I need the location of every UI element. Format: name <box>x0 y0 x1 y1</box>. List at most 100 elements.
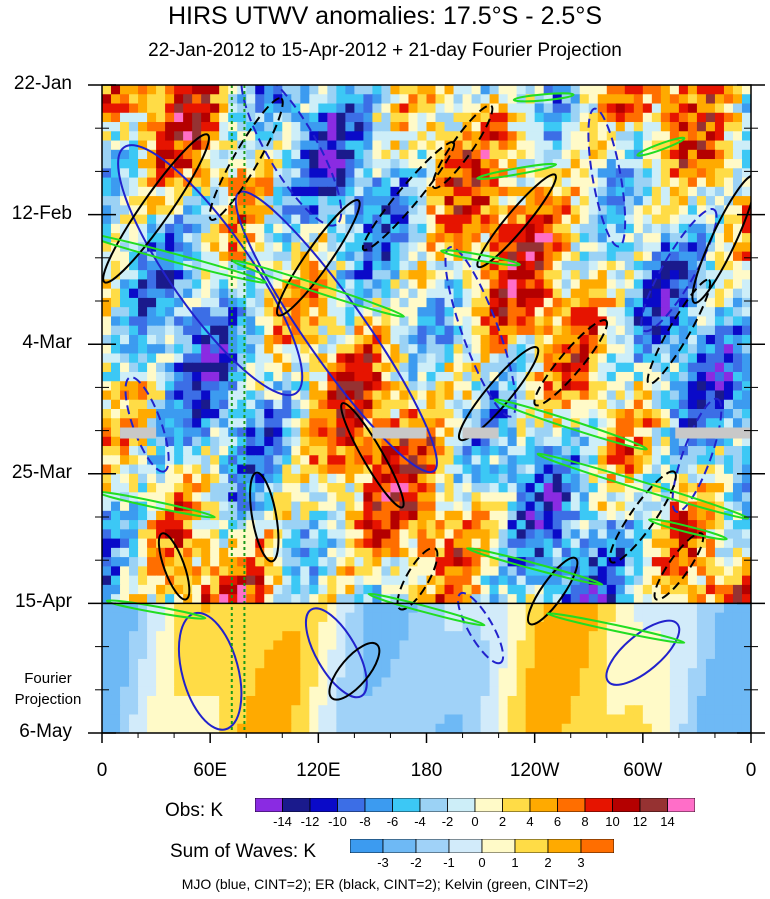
heatmap-cell <box>435 307 446 318</box>
heatmap-cell <box>102 464 112 475</box>
heatmap-cell <box>660 334 671 345</box>
heatmap-cell <box>174 381 184 392</box>
projection-cell <box>237 621 247 632</box>
heatmap-cell <box>174 131 184 142</box>
heatmap-cell <box>507 112 518 123</box>
projection-cell <box>336 649 346 660</box>
projection-cell <box>552 677 563 688</box>
heatmap-cell <box>255 297 265 308</box>
heatmap-cell <box>426 122 437 132</box>
heatmap-cell <box>669 483 680 493</box>
heatmap-cell <box>588 251 599 262</box>
heatmap-cell <box>444 566 455 577</box>
heatmap-cell <box>633 520 644 530</box>
heatmap-cell <box>633 446 644 456</box>
heatmap-cell <box>363 566 374 577</box>
projection-cell <box>561 640 572 651</box>
projection-cell <box>642 677 653 688</box>
projection-cell <box>732 612 743 623</box>
heatmap-cell <box>426 510 437 521</box>
heatmap-cell <box>390 381 401 392</box>
heatmap-cell <box>741 186 751 197</box>
heatmap-cell <box>345 279 355 290</box>
heatmap-cell <box>318 260 328 271</box>
heatmap-cell <box>489 85 500 95</box>
projection-cell <box>363 714 374 725</box>
projection-cell <box>390 705 401 716</box>
heatmap-cell <box>660 566 671 577</box>
heatmap-cell <box>399 149 410 160</box>
heatmap-cell <box>273 334 283 345</box>
heatmap-cell <box>246 557 256 567</box>
heatmap-cell <box>282 223 292 234</box>
heatmap-cell <box>291 520 301 530</box>
heatmap-cell <box>489 510 500 521</box>
heatmap-cell <box>417 529 428 540</box>
heatmap-cell <box>273 390 283 401</box>
heatmap-cell <box>120 334 130 345</box>
heatmap-cell <box>138 140 148 151</box>
heatmap-cell <box>174 325 184 336</box>
heatmap-cell <box>561 214 572 225</box>
heatmap-cell <box>417 547 428 558</box>
heatmap-cell <box>291 316 301 327</box>
heatmap-cell <box>309 390 319 401</box>
projection-cell <box>372 695 383 706</box>
heatmap-cell <box>291 288 301 299</box>
heatmap-cell <box>408 362 419 373</box>
heatmap-cell <box>228 223 238 234</box>
heatmap-cell <box>732 473 743 484</box>
heatmap-cell <box>372 159 383 169</box>
heatmap-cell <box>660 177 671 188</box>
heatmap-cell <box>516 520 527 530</box>
projection-cell <box>714 603 725 614</box>
projection-cell <box>534 705 545 716</box>
heatmap-cell <box>273 122 283 132</box>
heatmap-cell <box>381 103 392 114</box>
projection-cell <box>327 631 337 642</box>
heatmap-cell <box>120 279 130 290</box>
heatmap-cell <box>111 140 121 151</box>
heatmap-cell <box>714 334 725 345</box>
projection-cell <box>156 686 166 697</box>
heatmap-cell <box>417 94 428 105</box>
projection-cell <box>507 686 518 697</box>
heatmap-cell <box>579 297 590 308</box>
heatmap-cell <box>498 205 509 216</box>
heatmap-cell <box>147 131 157 142</box>
heatmap-cell <box>111 297 121 308</box>
heatmap-cell <box>408 353 419 364</box>
heatmap-cell <box>309 594 319 604</box>
heatmap-cell <box>237 214 247 225</box>
heatmap-cell <box>318 214 328 225</box>
projection-cell <box>192 658 202 669</box>
heatmap-cell <box>336 381 346 392</box>
heatmap-cell <box>201 409 211 419</box>
heatmap-cell <box>363 325 374 336</box>
projection-cell <box>408 621 419 632</box>
heatmap-cell <box>570 510 581 521</box>
heatmap-cell <box>498 260 509 271</box>
heatmap-cell <box>354 186 365 197</box>
heatmap-cell <box>399 492 410 503</box>
heatmap-cell <box>111 399 121 410</box>
heatmap-cell <box>651 214 662 225</box>
heatmap-cell <box>174 103 184 114</box>
heatmap-cell <box>498 492 509 503</box>
heatmap-cell <box>741 288 751 299</box>
heatmap-cell <box>552 557 563 567</box>
heatmap-cell <box>183 112 193 123</box>
heatmap-cell <box>426 584 437 595</box>
heatmap-cell <box>525 131 536 142</box>
heatmap-cell <box>453 103 464 114</box>
heatmap-cell <box>246 399 256 410</box>
heatmap-cell <box>615 103 626 114</box>
heatmap-cell <box>300 112 310 123</box>
heatmap-cell <box>246 251 256 262</box>
heatmap-cell <box>444 334 455 345</box>
heatmap-cell <box>624 353 635 364</box>
heatmap-cell <box>651 520 662 530</box>
projection-cell <box>372 705 383 716</box>
heatmap-cell <box>471 297 482 308</box>
projection-cell <box>147 714 157 725</box>
